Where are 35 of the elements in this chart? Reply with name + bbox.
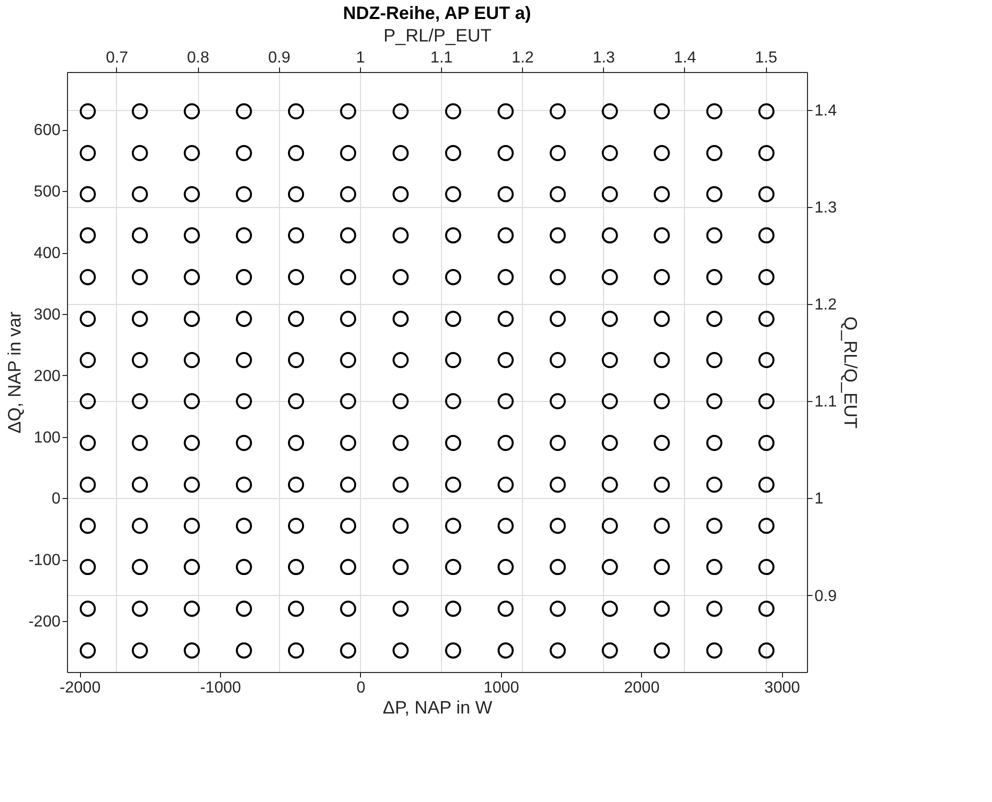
- y2-tick-label: 1.3: [814, 199, 837, 216]
- x-tick-label: 3000: [764, 680, 800, 696]
- y-tick-label: 100: [34, 429, 61, 446]
- x2-tick-label: 1.4: [674, 50, 696, 66]
- chart-title: NDZ-Reihe, AP EUT a): [342, 3, 532, 23]
- y2-tick-label: 0.9: [814, 588, 837, 605]
- x-axis-title: ΔP, NAP in W: [382, 698, 492, 718]
- x-tick-label: -1000: [200, 680, 242, 696]
- y-axis-title: ΔQ, NAP in var: [4, 312, 24, 434]
- x2-tick-label: 0.7: [106, 50, 128, 66]
- y2-tick-label: 1.1: [814, 394, 837, 411]
- x-tick-label: 2000: [624, 680, 660, 696]
- x-tick-label: -2000: [60, 680, 101, 696]
- x-tick-label: 1000: [484, 680, 520, 696]
- x2-tick-label: 0.8: [187, 50, 210, 66]
- x2-tick-label: 1: [356, 50, 365, 66]
- y-tick-label: 200: [34, 368, 61, 385]
- y-tick-label: 600: [34, 122, 61, 140]
- x2-axis-title: P_RL/P_EUT: [383, 26, 492, 46]
- x-tick-label: 0: [356, 680, 366, 696]
- x2-tick-label: 1.3: [592, 50, 616, 66]
- x2-tick-label: 1.1: [430, 50, 453, 66]
- y-tick-label: 300: [34, 306, 61, 324]
- x2-tick-label: 1.2: [512, 50, 534, 66]
- y2-tick-label: 1.4: [814, 102, 837, 120]
- y-tick-label: 400: [34, 245, 61, 262]
- x2-tick-label: 0.9: [268, 50, 290, 66]
- y2-tick-label: 1: [814, 490, 824, 508]
- y2-tick-label: 1.2: [814, 296, 837, 314]
- x2-tick-label: 1.5: [754, 50, 778, 66]
- y2-axis-title: Q_RL/Q_EUT: [840, 316, 861, 429]
- y-tick-label: 500: [34, 184, 61, 201]
- y-tick-label: -200: [28, 614, 61, 631]
- y-tick-label: -100: [28, 552, 61, 570]
- y-tick-label: 0: [52, 490, 61, 508]
